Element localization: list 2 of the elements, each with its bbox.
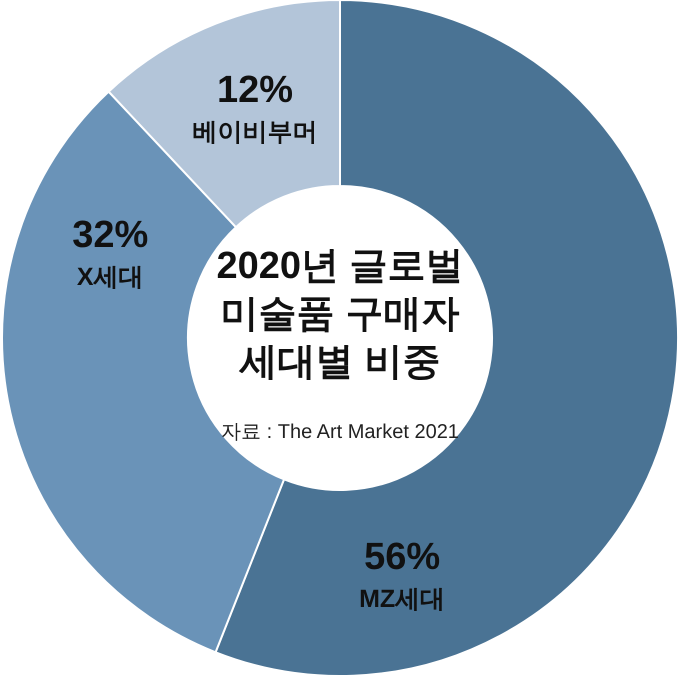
text: 2020년 글로벌 미술품 구매자 세대별 비중 xyxy=(216,245,464,383)
text: 자료 : The Art Market 2021 xyxy=(221,421,459,443)
